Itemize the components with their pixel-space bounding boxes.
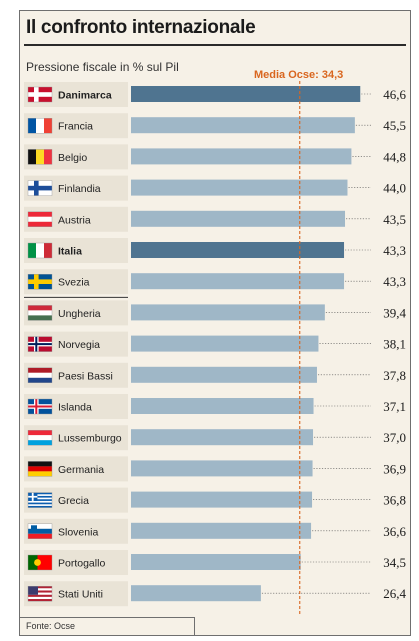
flag-hungary-icon [27,305,53,321]
value-label: 43,5 [383,212,406,227]
value-label: 44,8 [383,149,406,164]
flag-portugal-icon [27,554,53,571]
bar [131,273,345,290]
category-label: Slovenia [58,526,98,538]
chart-row: Austria 43,5 [24,206,406,232]
category-label: Danimarca [58,90,112,102]
flag-usa-icon [27,586,53,602]
flag-luxembourg-icon [27,430,53,446]
chart-row: Portogallo 34,5 [24,550,406,575]
chart-title: Il confronto internazionale [26,17,256,38]
category-label: Islanda [58,402,92,414]
bar [131,179,348,196]
flag-iceland-icon [27,398,53,415]
bar [131,304,325,321]
flag-norway-icon [27,336,53,352]
value-label: 34,5 [383,555,406,570]
chart-source: Fonte: Ocse [26,621,76,631]
bar [131,148,352,165]
value-label: 37,1 [383,399,406,414]
bar [131,398,314,414]
flag-belgium-icon [27,149,53,165]
flag-denmark-icon [27,86,53,103]
flag-greece-icon [27,492,53,508]
bar [131,242,345,258]
flag-germany-icon [27,461,53,477]
flag-slovenia-icon [27,523,53,539]
category-label: Stati Uniti [58,589,103,601]
value-label: 36,9 [383,461,406,476]
chart-row: Italia 43,3 [24,238,406,263]
bar [131,210,346,227]
category-label: Grecia [58,495,89,507]
chart-row: Svezia 43,3 [24,269,406,295]
bar [131,335,319,352]
category-label: Ungheria [58,308,101,320]
category-label: Austria [58,214,91,226]
reference-line-label: Media Ocse: 34,3 [254,69,344,81]
bar [131,522,312,539]
flag-austria-icon [27,211,53,228]
chart-row: Slovenia 36,6 [24,518,407,544]
value-label: 43,3 [383,274,406,289]
category-label: Paesi Bassi [58,370,113,382]
bar-chart: Danimarca 46,6 Francia 45,5 Belgio 44,8 Finlan… [24,81,407,614]
category-label: Lussemburgo [58,433,122,445]
value-label: 39,4 [383,305,406,320]
value-label: 37,8 [383,368,406,383]
bar [131,366,317,383]
chart-row: Grecia 36,8 [24,487,406,513]
category-label: Portogallo [58,558,105,570]
title-divider [24,44,406,46]
chart-row: Francia 45,5 [24,113,406,139]
chart-row: Islanda 37,1 [24,394,406,419]
category-label: Italia [58,246,82,258]
bar [131,86,361,102]
bar [131,585,261,602]
chart-row: Belgio 44,8 [24,144,406,170]
bar [131,554,301,570]
chart-row: Stati Uniti 26,4 [24,581,407,607]
flag-italy-icon [27,242,53,259]
category-label: Finlandia [58,183,101,195]
flag-france-icon [27,117,53,134]
bar [131,460,313,477]
source-box: Fonte: Ocse [20,617,195,635]
chart-row: Paesi Bassi 37,8 [24,362,406,388]
value-label: 36,8 [383,493,406,508]
chart-row: Germania 36,9 [24,456,406,482]
flag-finland-icon [27,180,53,196]
category-label: Norvegia [58,339,100,351]
value-label: 45,5 [383,118,406,133]
chart-subtitle: Pressione fiscale in % sul Pil [26,60,179,74]
value-label: 37,0 [383,430,406,445]
bar [131,117,355,134]
chart-frame: Il confronto internazionale Pressione fi… [19,10,411,636]
chart-row: Finlandia 44,0 [24,175,406,201]
flag-sweden-icon [27,274,53,290]
value-label: 26,4 [383,586,406,601]
value-label: 44,0 [383,181,406,196]
value-label: 46,6 [383,87,406,102]
chart-row: Norvegia 38,1 [24,331,406,357]
chart-row: Lussemburgo 37,0 [24,425,406,451]
chart-row: Danimarca 46,6 [24,82,407,107]
flag-netherlands-icon [27,367,53,383]
value-label: 38,1 [383,337,406,352]
category-label: Germania [58,464,104,476]
bar [131,491,313,508]
value-label: 36,6 [383,524,406,539]
category-label: Svezia [58,277,90,289]
chart-row: Ungheria 39,4 [24,300,407,326]
bar [131,429,314,446]
value-label: 43,3 [383,243,406,258]
category-label: Francia [58,121,93,133]
category-label: Belgio [58,152,87,164]
